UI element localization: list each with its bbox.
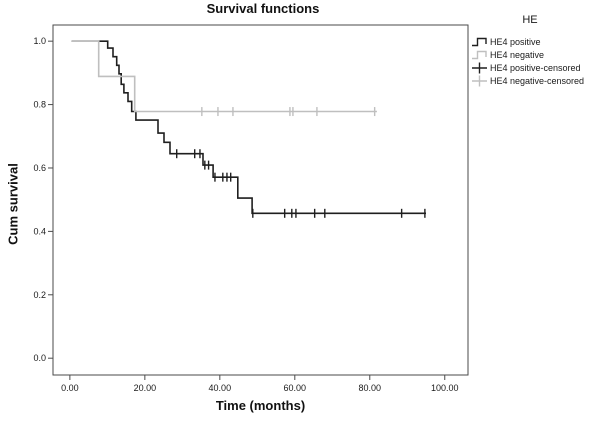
- survival-curve-he4-negative: [71, 40, 377, 113]
- chart-title: Survival functions: [206, 1, 320, 16]
- x-tick-label: 60.00: [284, 383, 307, 393]
- legend-title: HE: [522, 14, 538, 26]
- legend: HE HE4 positive HE4 negative HE4 positive-…: [471, 14, 601, 87]
- legend-item-label: HE4 negative: [490, 49, 545, 60]
- y-tick-label: 0.0: [33, 353, 46, 363]
- x-tick-label: 20.00: [134, 383, 157, 393]
- plot-frame: [52, 24, 469, 376]
- plus-icon: [472, 62, 487, 74]
- step-line-icon: [472, 50, 487, 60]
- legend-item: HE4 negative-censored: [471, 74, 601, 87]
- x-tick-label: 40.00: [209, 383, 232, 393]
- x-tick-label: 100.00: [431, 383, 459, 393]
- y-tick-label: 0.8: [33, 100, 46, 110]
- y-tick-label: 0.2: [33, 290, 46, 300]
- legend-item: HE4 negative: [471, 48, 601, 61]
- legend-item: HE4 positive-censored: [471, 61, 601, 74]
- x-axis-label: Time (months): [215, 398, 306, 413]
- plus-icon: [472, 75, 487, 87]
- legend-entries: HE4 positive HE4 negative HE4 positive-cen…: [471, 35, 601, 87]
- y-axis-label: Cum survival: [5, 163, 21, 245]
- legend-item-label: HE4 negative-censored: [490, 75, 585, 86]
- survival-curve-he4-positive: [71, 40, 426, 215]
- legend-item-label: HE4 positive-censored: [490, 62, 581, 73]
- y-tick-label: 0.4: [33, 226, 46, 236]
- legend-item-label: HE4 positive: [490, 36, 541, 47]
- step-line-icon: [472, 37, 487, 47]
- y-tick-label: 1.0: [33, 36, 46, 46]
- legend-item: HE4 positive: [471, 35, 601, 48]
- x-tick-label: 0.00: [61, 383, 79, 393]
- x-tick-label: 80.00: [359, 383, 382, 393]
- y-tick-label: 0.6: [33, 163, 46, 173]
